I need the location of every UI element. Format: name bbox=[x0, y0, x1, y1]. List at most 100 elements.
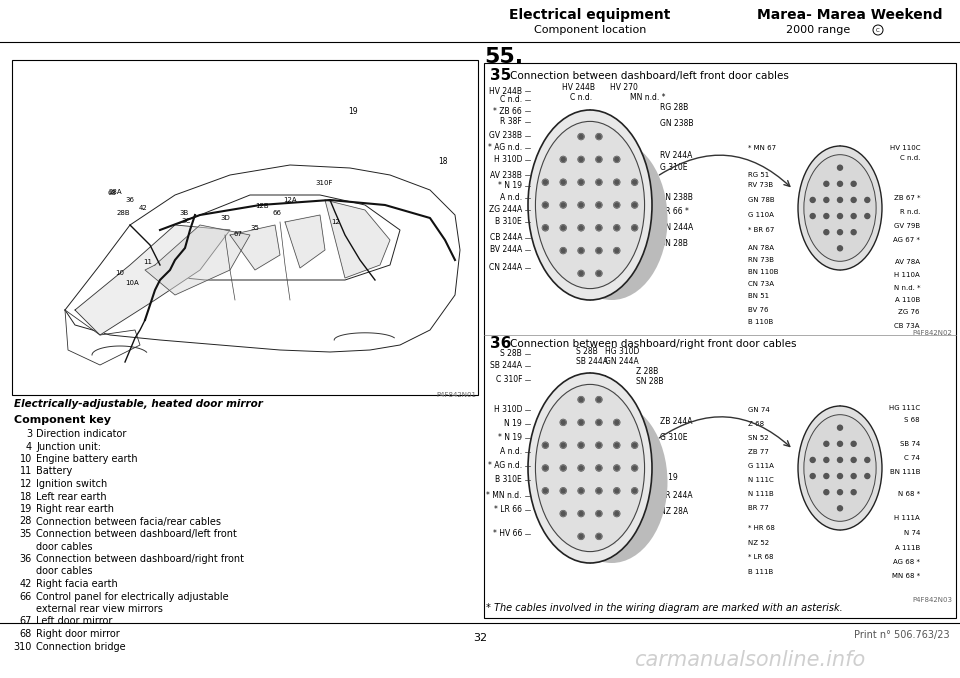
Text: Connection bridge: Connection bridge bbox=[36, 641, 126, 652]
Text: 11: 11 bbox=[20, 466, 32, 477]
Circle shape bbox=[561, 225, 566, 231]
Text: door cables: door cables bbox=[36, 542, 92, 551]
Text: Component location: Component location bbox=[534, 25, 646, 35]
Text: HG 310D: HG 310D bbox=[605, 348, 639, 357]
Circle shape bbox=[613, 442, 620, 448]
Text: ZB 67 *: ZB 67 * bbox=[894, 195, 920, 201]
Circle shape bbox=[578, 465, 584, 471]
Text: P4F842N01: P4F842N01 bbox=[436, 392, 476, 398]
Circle shape bbox=[632, 487, 637, 494]
Polygon shape bbox=[285, 215, 325, 268]
Circle shape bbox=[824, 458, 828, 462]
Text: RV 73B: RV 73B bbox=[748, 182, 773, 188]
Text: 32: 32 bbox=[473, 633, 487, 643]
Circle shape bbox=[837, 490, 843, 495]
Circle shape bbox=[852, 181, 856, 186]
Circle shape bbox=[578, 534, 584, 540]
Text: RV 244A: RV 244A bbox=[660, 151, 692, 159]
Text: Electrical equipment: Electrical equipment bbox=[510, 8, 671, 22]
Circle shape bbox=[542, 442, 548, 448]
Circle shape bbox=[852, 441, 856, 446]
Circle shape bbox=[578, 271, 584, 277]
Circle shape bbox=[632, 465, 637, 471]
Circle shape bbox=[578, 134, 584, 140]
Circle shape bbox=[561, 465, 566, 471]
Circle shape bbox=[542, 465, 548, 471]
Text: SB 244A: SB 244A bbox=[490, 361, 522, 370]
Polygon shape bbox=[145, 225, 250, 295]
Text: A 111B: A 111B bbox=[895, 545, 920, 551]
Text: SN 52: SN 52 bbox=[748, 435, 769, 441]
Circle shape bbox=[596, 534, 602, 540]
Circle shape bbox=[824, 181, 828, 186]
Text: 67: 67 bbox=[19, 616, 32, 626]
Ellipse shape bbox=[804, 155, 876, 261]
Text: C 74: C 74 bbox=[904, 455, 920, 461]
Ellipse shape bbox=[556, 138, 667, 300]
Text: 19: 19 bbox=[348, 108, 358, 117]
Text: Connection between dashboard/right front door cables: Connection between dashboard/right front… bbox=[510, 339, 797, 349]
Text: A n.d.: A n.d. bbox=[500, 447, 522, 456]
Text: C n.d.: C n.d. bbox=[900, 155, 920, 161]
Text: 3C: 3C bbox=[181, 218, 191, 224]
Text: * ZB 66: * ZB 66 bbox=[493, 106, 522, 115]
Circle shape bbox=[824, 441, 828, 446]
Text: RN 73B: RN 73B bbox=[748, 257, 774, 263]
Ellipse shape bbox=[798, 146, 882, 270]
Circle shape bbox=[578, 157, 584, 163]
Circle shape bbox=[596, 157, 602, 163]
Text: A 110B: A 110B bbox=[895, 297, 920, 303]
Text: S 28B: S 28B bbox=[500, 349, 522, 359]
Circle shape bbox=[613, 247, 620, 254]
Circle shape bbox=[561, 487, 566, 494]
Text: R n.d.: R n.d. bbox=[900, 209, 920, 215]
Text: Direction indicator: Direction indicator bbox=[36, 429, 127, 439]
Text: 12B: 12B bbox=[255, 203, 269, 209]
Text: C: C bbox=[876, 28, 880, 33]
Circle shape bbox=[613, 157, 620, 163]
Text: H 111A: H 111A bbox=[895, 515, 920, 521]
Circle shape bbox=[852, 473, 856, 479]
Text: AG 67 *: AG 67 * bbox=[893, 237, 920, 243]
Text: Connection between dashboard/left front door cables: Connection between dashboard/left front … bbox=[510, 71, 789, 81]
Text: external rear view mirrors: external rear view mirrors bbox=[36, 604, 163, 614]
Text: ZB 244A: ZB 244A bbox=[660, 418, 692, 426]
Text: Z 68: Z 68 bbox=[748, 421, 764, 427]
Text: NZ 28A: NZ 28A bbox=[660, 508, 688, 517]
Text: BN 51: BN 51 bbox=[748, 293, 769, 299]
Text: SB 74: SB 74 bbox=[900, 441, 920, 447]
Text: 2000 range: 2000 range bbox=[785, 25, 850, 35]
Text: Electrically-adjustable, heated door mirror: Electrically-adjustable, heated door mir… bbox=[14, 399, 263, 409]
Circle shape bbox=[542, 487, 548, 494]
Text: N n.d. *: N n.d. * bbox=[894, 285, 920, 291]
Text: 10: 10 bbox=[115, 270, 125, 276]
Text: N 19: N 19 bbox=[504, 420, 522, 428]
Text: 68: 68 bbox=[108, 190, 116, 196]
Text: 28A: 28A bbox=[108, 189, 122, 195]
Text: * LR 66: * LR 66 bbox=[494, 506, 522, 515]
Text: Connection between dashboard/right front: Connection between dashboard/right front bbox=[36, 554, 244, 564]
Polygon shape bbox=[590, 110, 614, 300]
Circle shape bbox=[596, 202, 602, 208]
Text: C 310F: C 310F bbox=[495, 376, 522, 384]
Text: 4: 4 bbox=[26, 441, 32, 452]
Text: H 110A: H 110A bbox=[895, 272, 920, 278]
Text: BV 76: BV 76 bbox=[748, 307, 769, 313]
Text: SB 244A: SB 244A bbox=[576, 357, 608, 367]
Text: GN 78B: GN 78B bbox=[748, 197, 775, 203]
Circle shape bbox=[596, 247, 602, 254]
Text: 10A: 10A bbox=[125, 280, 139, 286]
Circle shape bbox=[542, 179, 548, 185]
Circle shape bbox=[578, 511, 584, 517]
Text: 28B: 28B bbox=[116, 210, 130, 216]
Circle shape bbox=[632, 202, 637, 208]
Circle shape bbox=[578, 247, 584, 254]
Text: AN 78A: AN 78A bbox=[748, 245, 774, 251]
Circle shape bbox=[632, 442, 637, 448]
Text: * AG n.d.: * AG n.d. bbox=[488, 462, 522, 471]
Text: Battery: Battery bbox=[36, 466, 72, 477]
Circle shape bbox=[810, 214, 815, 218]
Circle shape bbox=[632, 179, 637, 185]
Circle shape bbox=[613, 420, 620, 425]
Circle shape bbox=[824, 230, 828, 235]
